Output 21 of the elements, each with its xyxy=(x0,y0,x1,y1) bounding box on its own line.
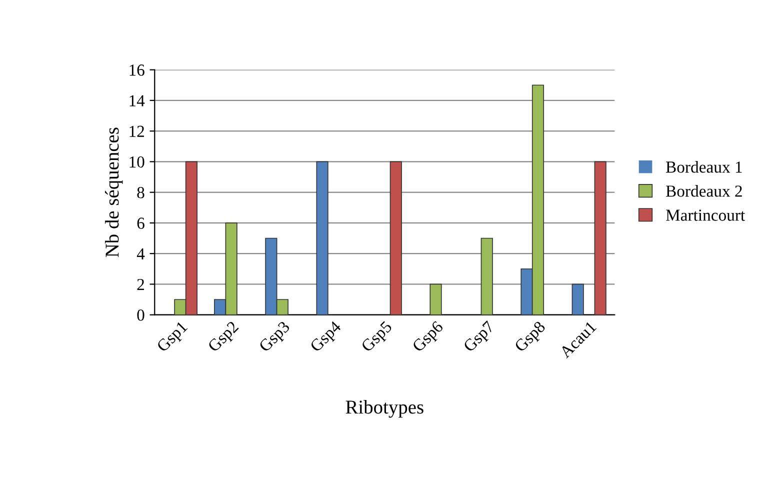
y-tick-label: 6 xyxy=(137,218,144,229)
y-tick-label: 0 xyxy=(137,310,144,321)
x-axis-title: Ribotypes xyxy=(346,400,424,418)
bar xyxy=(594,161,606,315)
y-axis-title: Nb de séquences xyxy=(105,128,123,258)
legend-label: Bordeaux 2 xyxy=(666,185,742,197)
bar xyxy=(572,284,584,315)
y-tick-label: 14 xyxy=(130,95,145,106)
y-tick-label: 2 xyxy=(137,278,144,290)
y-tick-label: 10 xyxy=(130,156,144,168)
bar xyxy=(390,161,402,315)
x-tick-label: Gsp1 xyxy=(156,320,190,355)
y-tick-label: 12 xyxy=(130,126,144,137)
legend-label: Bordeaux 1 xyxy=(666,161,742,173)
bar xyxy=(316,161,328,315)
legend-label: Martincourt xyxy=(666,210,746,221)
bar xyxy=(480,238,493,315)
y-tick-label: 16 xyxy=(130,64,144,76)
bar xyxy=(430,284,442,315)
y-tick-label: 4 xyxy=(136,248,145,260)
y-tick-label: 8 xyxy=(137,187,144,198)
